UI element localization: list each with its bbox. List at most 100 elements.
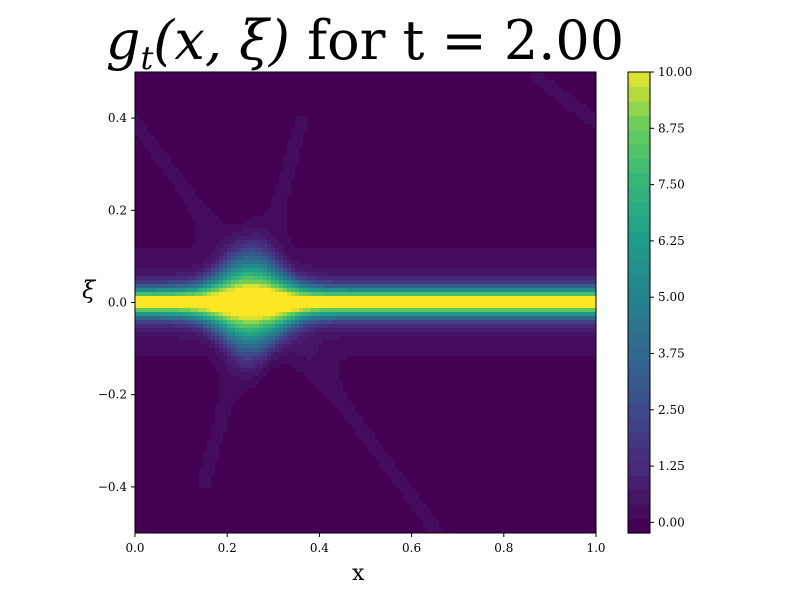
heatmap-cell [223,192,228,197]
heatmap-cell [443,116,448,121]
heatmap-cell [479,116,484,121]
heatmap-cell [211,124,216,129]
heatmap-cell [155,84,160,89]
heatmap-cell [311,160,316,165]
heatmap-cell [447,156,452,161]
heatmap-cell [431,128,436,133]
heatmap-cell [275,116,280,121]
heatmap-cell [551,72,556,77]
heatmap-cell [223,220,228,225]
heatmap-cell [187,160,192,165]
heatmap-cell [483,76,488,81]
heatmap-cell [491,232,496,237]
heatmap-cell [147,208,152,213]
heatmap-cell [495,180,500,185]
heatmap-cell [515,208,520,213]
heatmap-cell [575,76,580,81]
heatmap-cell [175,192,180,197]
heatmap-cell [555,100,560,105]
heatmap-cell [279,176,284,181]
heatmap-cell [491,208,496,213]
heatmap-cell [203,136,208,141]
heatmap-cell [263,156,268,161]
heatmap-cell [315,240,320,245]
heatmap-cell [495,204,500,209]
heatmap-cell [539,196,544,201]
heatmap-cell [443,204,448,209]
heatmap-cell [283,164,288,169]
heatmap-cell [215,140,220,145]
heatmap-cell [403,208,408,213]
heatmap-cell [439,224,444,229]
heatmap-cell [587,236,592,241]
heatmap-cell [271,112,276,117]
heatmap-cell [367,96,372,101]
heatmap-cell [467,96,472,101]
heatmap-cell [175,164,180,169]
heatmap-cell [167,120,172,125]
heatmap-cell [315,216,320,221]
heatmap-cell [159,112,164,117]
heatmap-cell [479,232,484,237]
heatmap-cell [535,76,540,81]
heatmap-cell [219,128,224,133]
heatmap-cell [303,164,308,169]
heatmap-cell [563,80,568,85]
heatmap-cell [247,208,252,213]
heatmap-cell [355,192,360,197]
heatmap-cell [375,100,380,105]
heatmap-cell [267,160,272,165]
heatmap-cell [403,160,408,165]
heatmap-cell [571,76,576,81]
heatmap-cell [251,108,256,113]
heatmap-cell [363,176,368,181]
heatmap-cell [283,92,288,97]
heatmap-cell [239,104,244,109]
heatmap-cell [227,216,232,221]
heatmap-cell [571,224,576,229]
heatmap-cell [259,176,264,181]
heatmap-cell [251,128,256,133]
heatmap-cell [263,76,268,81]
heatmap-cell [291,116,296,121]
heatmap-cell [495,200,500,205]
heatmap-cell [223,132,228,137]
heatmap-cell [463,192,468,197]
heatmap-cell [463,188,468,193]
heatmap-cell [367,232,372,237]
heatmap-cell [391,140,396,145]
heatmap-cell [531,224,536,229]
heatmap-cell [199,128,204,133]
heatmap-cell [271,132,276,137]
heatmap-cell [367,132,372,137]
heatmap-cell [579,120,584,125]
heatmap-cell [271,88,276,93]
heatmap-cell [591,152,596,157]
heatmap-cell [247,168,252,173]
heatmap-cell [235,156,240,161]
heatmap-cell [307,228,312,233]
heatmap-cell [407,208,412,213]
heatmap-cell [531,116,536,121]
heatmap-cell [315,208,320,213]
heatmap-cell [431,96,436,101]
heatmap-cell [499,104,504,109]
heatmap-cell [431,104,436,109]
heatmap-cell [155,144,160,149]
heatmap-cell [335,132,340,137]
heatmap-cell [159,208,164,213]
heatmap-cell [267,116,272,121]
heatmap-cell [451,152,456,157]
heatmap-cell [487,212,492,217]
heatmap-cell [243,164,248,169]
heatmap-cell [471,84,476,89]
heatmap-cell [391,216,396,221]
heatmap-cell [147,84,152,89]
heatmap-cell [171,76,176,81]
heatmap-cell [307,172,312,177]
heatmap-cell [455,192,460,197]
heatmap-cell [371,200,376,205]
heatmap-cell [383,212,388,217]
heatmap-cell [591,148,596,153]
heatmap-cell [451,104,456,109]
